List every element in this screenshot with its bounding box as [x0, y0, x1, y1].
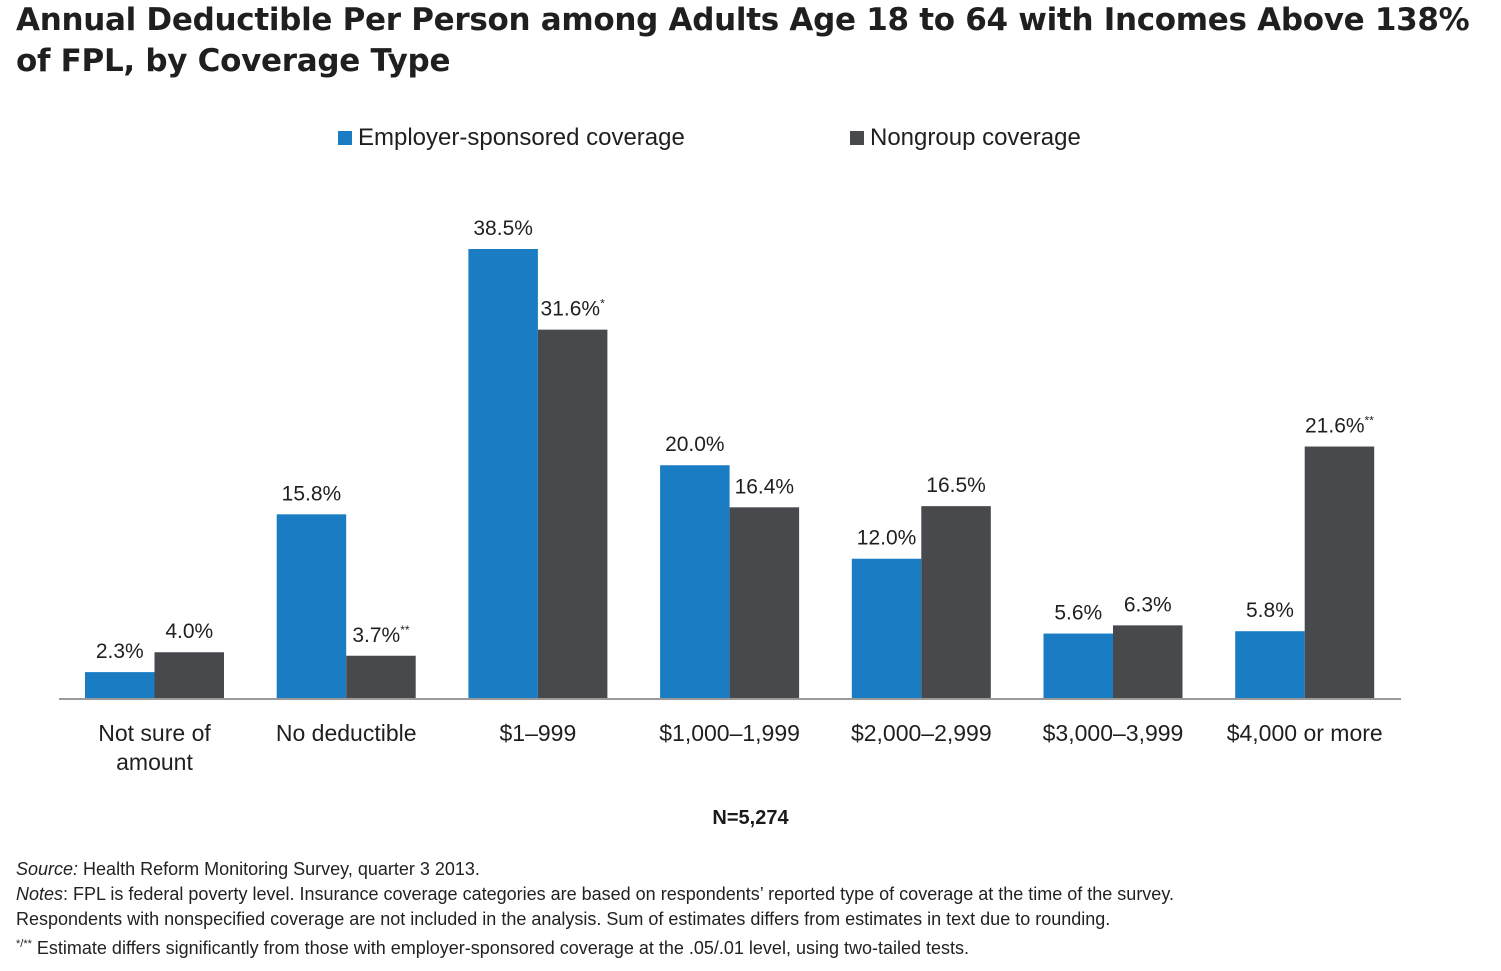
bar-employer-2 — [468, 249, 538, 699]
legend: Employer-sponsored coverage Nongroup cov… — [0, 124, 1501, 156]
bar-employer-6 — [1235, 631, 1305, 699]
category-label-3: $1,000–1,999 — [659, 720, 800, 746]
value-label-nongroup-5: 6.3% — [1124, 593, 1172, 616]
value-label-employer-2: 38.5% — [473, 217, 533, 240]
category-label-1: No deductible — [276, 720, 417, 746]
bar-employer-1 — [276, 514, 347, 699]
category-label-5: $3,000–3,999 — [1043, 720, 1184, 746]
notes-line-1: Notes: FPL is federal poverty level. Ins… — [16, 882, 1486, 907]
value-label-nongroup-1: 3.7%** — [352, 623, 410, 647]
value-label-employer-4: 12.0% — [857, 527, 917, 550]
legend-label-nongroup: Nongroup coverage — [870, 124, 1081, 151]
source-line: Source: Health Reform Monitoring Survey,… — [16, 857, 1486, 882]
bar-nongroup-6 — [1304, 446, 1375, 699]
notes-block: Source: Health Reform Monitoring Survey,… — [16, 857, 1486, 961]
value-label-nongroup-6: 21.6%** — [1305, 414, 1374, 438]
bar-nongroup-3 — [729, 507, 800, 699]
significance-text: Estimate differs significantly from thos… — [31, 938, 970, 958]
legend-label-employer: Employer-sponsored coverage — [358, 124, 685, 151]
significance-line: */** Estimate differs significantly from… — [16, 932, 1486, 961]
notes-text-1: : FPL is federal poverty level. Insuranc… — [63, 884, 1174, 904]
value-label-employer-5: 5.6% — [1054, 602, 1102, 625]
bar-nongroup-4 — [921, 506, 991, 699]
value-label-employer-0: 2.3% — [96, 640, 144, 663]
bar-nongroup-0 — [154, 652, 224, 699]
legend-swatch-nongroup — [850, 131, 864, 145]
notes-line-2: Respondents with nonspecified coverage a… — [16, 909, 1111, 929]
value-label-nongroup-4: 16.5% — [926, 474, 986, 497]
bar-nongroup-5 — [1113, 625, 1183, 699]
bar-nongroup-1 — [346, 655, 416, 699]
category-label-6: $4,000 or more — [1227, 720, 1383, 746]
bar-nongroup-2 — [537, 329, 608, 699]
bar-employer-4 — [851, 558, 922, 699]
bar-employer-0 — [85, 672, 155, 699]
bar-employer-5 — [1043, 633, 1113, 699]
legend-item-employer: Employer-sponsored coverage — [338, 124, 685, 152]
category-label-0: Not sure of amount — [98, 720, 211, 775]
value-label-employer-6: 5.8% — [1246, 599, 1294, 622]
sample-size-label: N=5,274 — [712, 807, 789, 829]
value-label-nongroup-2: 31.6%* — [541, 297, 606, 321]
value-label-nongroup-0: 4.0% — [165, 620, 213, 643]
value-label-employer-3: 20.0% — [665, 433, 725, 456]
source-label: Source: — [16, 859, 79, 879]
chart-title: Annual Deductible Per Person among Adult… — [16, 2, 1470, 79]
legend-item-nongroup: Nongroup coverage — [850, 124, 1081, 152]
value-label-nongroup-3: 16.4% — [735, 475, 795, 498]
bar-chart: 2.3% 4.0% Not sure of amount 15.8% 3.7%** No d… — [59, 217, 1401, 775]
category-label-2: $1–999 — [500, 720, 577, 746]
value-label-employer-1: 15.8% — [282, 482, 342, 505]
bar-employer-3 — [660, 465, 730, 699]
source-text: Health Reform Monitoring Survey, quarter… — [78, 859, 480, 879]
significance-marker: */** — [16, 938, 32, 950]
category-label-4: $2,000–2,999 — [851, 720, 992, 746]
legend-swatch-employer — [338, 131, 352, 145]
notes-label: Notes — [16, 884, 64, 904]
